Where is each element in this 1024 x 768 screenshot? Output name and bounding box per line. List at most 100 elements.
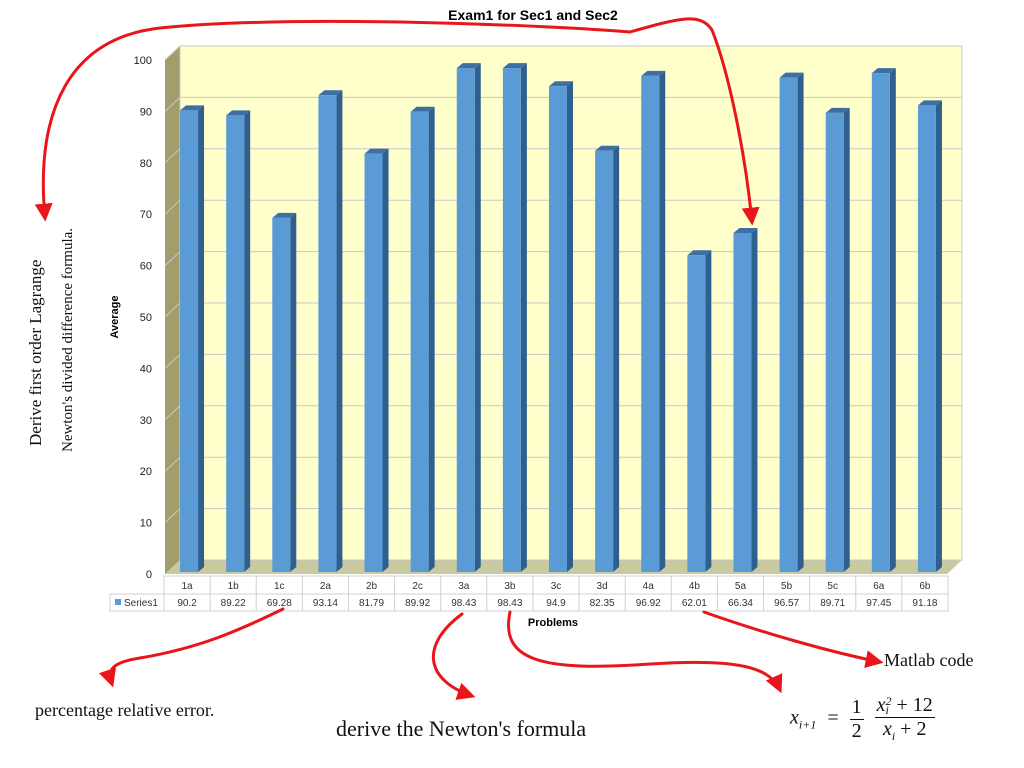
- arrow-3b-to-formula: [507, 610, 783, 694]
- bar-top: [595, 145, 620, 151]
- bar-front: [549, 86, 567, 573]
- bar-side: [889, 68, 896, 573]
- x-tick-label: 2b: [366, 581, 378, 592]
- chart-title: Exam1 for Sec1 and Sec2: [448, 7, 618, 23]
- data-label: 81.79: [359, 598, 384, 609]
- x-tick-label: 5b: [781, 581, 793, 592]
- bar: [549, 81, 573, 573]
- legend-label: Series1: [124, 598, 158, 609]
- bar-front: [364, 153, 383, 572]
- bar-top: [779, 72, 804, 78]
- y-tick-label: 20: [140, 466, 152, 478]
- bar-side: [751, 228, 758, 573]
- x-tick-label: 5c: [827, 581, 838, 592]
- bar: [641, 70, 666, 572]
- y-tick-label: 0: [146, 569, 152, 581]
- arrow-3a-to-newton: [432, 612, 476, 700]
- data-label: 96.92: [636, 598, 661, 609]
- bar-side: [290, 212, 297, 572]
- bar-top: [364, 148, 389, 154]
- bar: [410, 106, 435, 572]
- bar-top: [502, 63, 527, 69]
- data-label: 98.43: [497, 598, 522, 609]
- x-tick-label: 2a: [320, 581, 332, 592]
- note-derive-newton: derive the Newton's formula: [336, 716, 587, 741]
- bar: [456, 63, 481, 573]
- arrow-4b-to-matlab: [702, 610, 884, 668]
- bar-side: [428, 106, 435, 572]
- y-tick-label: 60: [140, 261, 152, 273]
- bar-top: [871, 68, 896, 74]
- x-tick-label: 2c: [412, 581, 423, 592]
- bar: [825, 107, 850, 573]
- bar-front: [318, 95, 337, 572]
- y-tick-label: 50: [140, 312, 152, 324]
- bar-front: [180, 110, 199, 572]
- bar-front: [595, 150, 614, 572]
- x-tick-label: 1b: [228, 581, 240, 592]
- bar: [226, 110, 251, 572]
- bar-top: [272, 212, 297, 218]
- bar: [779, 72, 804, 573]
- bar-side: [474, 63, 481, 573]
- bar-side: [198, 105, 205, 572]
- x-tick-label: 3a: [458, 581, 470, 592]
- bar-side: [797, 72, 804, 573]
- bar-side: [613, 145, 620, 572]
- formula-num-sub: i: [885, 703, 889, 718]
- y-tick-label: 80: [140, 158, 152, 170]
- bar-front: [779, 77, 798, 573]
- data-table: Series1 1a 90.2 1b 89.22 1c 69.28 2a 93.14 2b 81.7…: [109, 575, 949, 612]
- gridline-side: [164, 199, 181, 215]
- bar-top: [549, 81, 573, 87]
- bar-side: [336, 90, 343, 572]
- formula-eq: =: [827, 706, 839, 729]
- data-label: 90.2: [177, 598, 197, 609]
- y-tick-label: 40: [140, 363, 152, 375]
- bar-side: [567, 81, 573, 573]
- data-label: 89.71: [820, 598, 845, 609]
- bar-front: [871, 73, 890, 573]
- formula-coef-den: 2: [851, 719, 862, 742]
- formula-lhs: x: [790, 706, 799, 729]
- bar-top: [733, 228, 758, 234]
- y-tick-label: 30: [140, 415, 152, 427]
- formula-den-rest: + 2: [900, 718, 927, 740]
- formula-den-sub: i: [891, 729, 896, 743]
- y-axis-label: Average: [109, 295, 121, 338]
- bars: [180, 63, 942, 573]
- bar-top: [180, 105, 205, 111]
- note-percentage-error: percentage relative error.: [35, 700, 215, 720]
- data-label: 69.28: [267, 598, 292, 609]
- bar-top: [917, 100, 942, 106]
- arrow-to-lagrange: [34, 20, 632, 222]
- x-tick-label: 4b: [689, 581, 701, 592]
- bar-front: [226, 115, 245, 572]
- formula-lhs-sub: i+1: [798, 717, 817, 732]
- gridline-side: [164, 97, 181, 112]
- bar: [917, 100, 942, 572]
- gridline-side: [164, 354, 181, 369]
- formula-num-sup: 2: [885, 693, 892, 708]
- formula-coef-num: 1: [849, 695, 864, 720]
- bar: [687, 250, 712, 572]
- y-tick-label: 10: [140, 518, 152, 530]
- gridline-side: [164, 148, 181, 164]
- bar: [318, 90, 343, 572]
- formula-coefficient: 1 2: [849, 695, 864, 743]
- gridline-side: [164, 456, 181, 472]
- arrow-title-to-5a: [628, 17, 760, 226]
- data-label: 82.35: [590, 598, 615, 609]
- data-label: 94.9: [546, 598, 566, 609]
- y-tick-label: 100: [134, 55, 152, 67]
- bar: [595, 145, 620, 572]
- data-label: 97.45: [866, 598, 891, 609]
- x-tick-label: 5a: [735, 581, 747, 592]
- bar-front: [825, 112, 844, 573]
- bar-side: [935, 100, 942, 572]
- bar-side: [244, 110, 251, 572]
- gridline-side: [164, 302, 181, 318]
- bar-side: [520, 63, 527, 573]
